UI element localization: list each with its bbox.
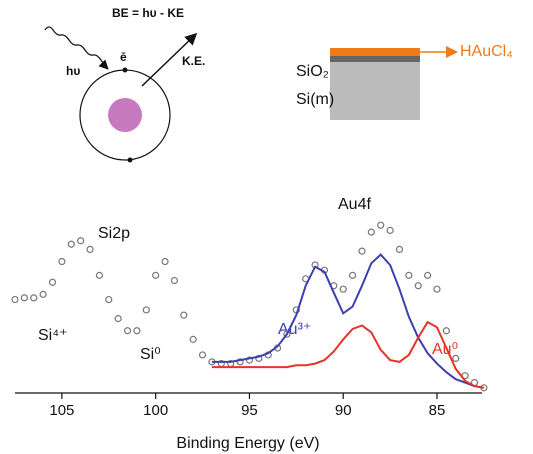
data-point — [105, 295, 113, 304]
data-point — [283, 330, 291, 338]
x-tick-label: 95 — [241, 402, 258, 419]
data-point — [39, 290, 47, 298]
data-point — [245, 356, 254, 364]
photon-wave — [44, 26, 109, 70]
annotation: SiO₂ — [296, 63, 329, 80]
data-point — [424, 271, 432, 279]
data-point — [348, 271, 357, 279]
electron — [122, 67, 128, 73]
data-point — [339, 285, 347, 293]
x-tick-label: 100 — [143, 402, 168, 419]
data-point — [386, 226, 394, 234]
annotation: ē — [120, 50, 127, 64]
annotation: K.E. — [182, 54, 205, 68]
data-point — [452, 354, 460, 362]
electron — [127, 157, 133, 163]
data-point — [86, 245, 94, 254]
layer-sio2 — [330, 56, 420, 62]
data-point — [189, 335, 197, 343]
data-point — [152, 271, 160, 279]
data-point — [77, 237, 85, 245]
data-point — [123, 327, 132, 335]
data-point — [255, 354, 263, 362]
data-point — [358, 247, 366, 255]
data-point — [133, 327, 141, 335]
annotation: Au4f — [338, 196, 371, 213]
data-point — [405, 271, 413, 279]
data-point — [114, 315, 122, 323]
annotation: hυ — [66, 64, 80, 78]
data-point — [180, 311, 188, 319]
fit-curve — [211, 253, 485, 389]
x-tick-label: 85 — [429, 402, 446, 419]
ke-arrow — [141, 32, 198, 87]
annotation: Au³⁺ — [278, 321, 311, 338]
annotation: Au⁰ — [432, 341, 458, 358]
data-point — [377, 221, 385, 229]
x-axis-label: Binding Energy (eV) — [176, 435, 319, 452]
annotation: Si⁴⁺ — [38, 327, 68, 344]
data-point — [20, 294, 28, 302]
data-point — [414, 282, 422, 290]
layer-si — [330, 62, 420, 120]
annotation: Si2p — [98, 225, 130, 242]
data-point — [236, 358, 244, 366]
data-point — [67, 240, 75, 248]
atom-nucleus — [108, 98, 142, 132]
data-point — [433, 285, 441, 293]
data-point — [48, 278, 57, 286]
annotation: Si⁰ — [140, 346, 161, 363]
data-point — [367, 228, 375, 236]
data-point — [95, 271, 103, 279]
data-point — [11, 295, 19, 304]
annotation: BE = hυ - KE — [112, 6, 184, 20]
fit-curve — [211, 320, 485, 389]
data-point — [198, 351, 207, 359]
annotation: Si(m) — [296, 91, 334, 108]
data-point — [161, 257, 169, 266]
layer-hauCl4 — [330, 48, 420, 56]
x-tick-label: 90 — [335, 402, 352, 419]
data-point — [30, 294, 38, 302]
data-point — [58, 257, 66, 266]
annotation: HAuCl₄ — [460, 43, 513, 60]
data-point — [442, 327, 450, 335]
data-point — [142, 306, 150, 314]
data-point — [395, 245, 404, 254]
x-tick-label: 105 — [49, 402, 74, 419]
data-point — [170, 276, 179, 285]
